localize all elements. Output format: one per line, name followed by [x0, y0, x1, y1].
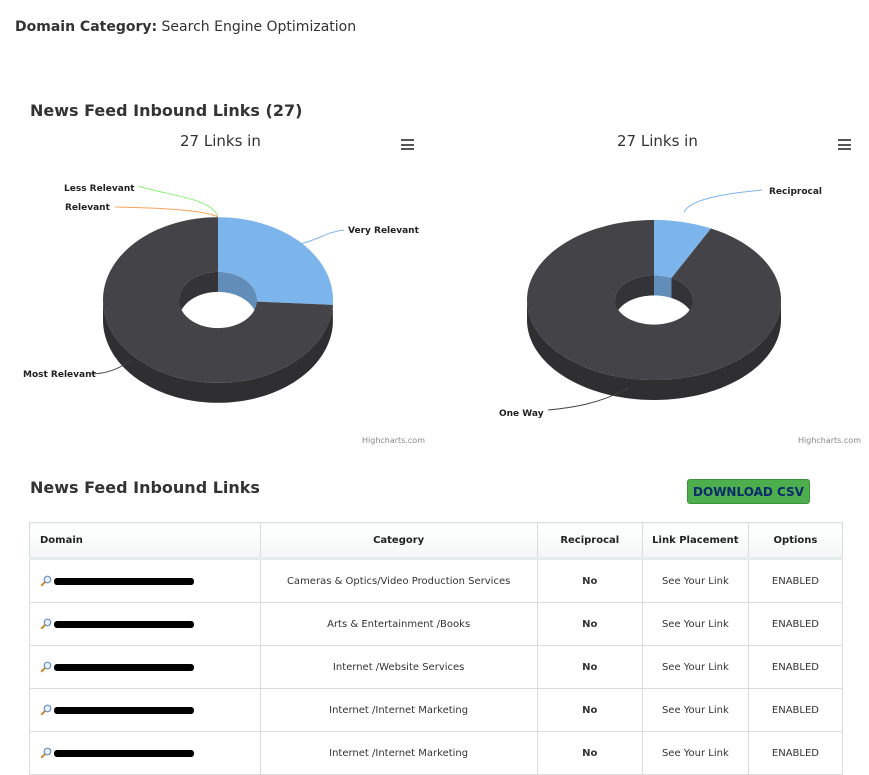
pie-data-label: Reciprocal — [769, 187, 822, 197]
redacted-domain[interactable] — [54, 621, 194, 628]
hamburger-menu-icon[interactable] — [838, 139, 851, 150]
magnifier-icon[interactable] — [40, 704, 52, 716]
pie-label-connector — [138, 186, 218, 217]
domain-cell — [30, 559, 261, 603]
pie-data-label: Most Relevant — [23, 370, 97, 380]
column-header-domain[interactable]: Domain — [30, 523, 261, 559]
table-title: News Feed Inbound Links — [30, 478, 260, 497]
column-header-category[interactable]: Category — [260, 523, 537, 559]
pie-label-connector — [300, 230, 344, 244]
table-row: Cameras & Optics/Video Production Servic… — [30, 559, 843, 603]
pie-label-connector — [115, 207, 218, 217]
category-cell: Internet /Internet Marketing — [260, 732, 537, 775]
category-cell: Internet /Website Services — [260, 646, 537, 689]
reciprocal-cell: No — [537, 732, 642, 775]
redacted-domain[interactable] — [54, 707, 194, 714]
domain-category-value: Search Engine Optimization — [162, 19, 357, 35]
inbound-links-table: Domain Category Reciprocal Link Placemen… — [29, 522, 843, 775]
redacted-domain[interactable] — [54, 750, 194, 757]
magnifier-icon[interactable] — [40, 747, 52, 759]
domain-cell — [30, 689, 261, 732]
left-chart-title: 27 Links in — [180, 132, 261, 150]
option-status[interactable]: ENABLED — [748, 689, 842, 732]
reciprocal-cell: No — [537, 646, 642, 689]
see-your-link[interactable]: See Your Link — [642, 603, 748, 646]
magnifier-icon[interactable] — [40, 575, 52, 587]
magnifier-icon[interactable] — [40, 661, 52, 673]
domain-cell — [30, 603, 261, 646]
see-your-link[interactable]: See Your Link — [642, 559, 748, 603]
inbound-links-title: News Feed Inbound Links (27) — [30, 101, 302, 120]
column-header-options[interactable]: Options — [748, 523, 842, 559]
reciprocal-cell: No — [537, 559, 642, 603]
pie-slice-inner-wall — [654, 275, 672, 298]
category-cell: Internet /Internet Marketing — [260, 689, 537, 732]
domain-category: Domain Category: Search Engine Optimizat… — [15, 19, 356, 35]
pie-data-label: One Way — [499, 409, 544, 419]
right-pie-chart: Reciprocal One Way — [440, 150, 869, 440]
redacted-domain[interactable] — [54, 578, 194, 585]
category-cell: Arts & Entertainment /Books — [260, 603, 537, 646]
see-your-link[interactable]: See Your Link — [642, 689, 748, 732]
reciprocal-cell: No — [537, 603, 642, 646]
column-header-reciprocal[interactable]: Reciprocal — [537, 523, 642, 559]
reciprocal-cell: No — [537, 689, 642, 732]
see-your-link[interactable]: See Your Link — [642, 732, 748, 775]
category-cell: Cameras & Optics/Video Production Servic… — [260, 559, 537, 603]
hamburger-menu-icon[interactable] — [401, 139, 414, 150]
pie-label-connector — [684, 190, 762, 212]
pie-data-label: Very Relevant — [348, 226, 420, 236]
download-csv-button[interactable]: DOWNLOAD CSV — [687, 479, 810, 504]
option-status[interactable]: ENABLED — [748, 603, 842, 646]
right-chart-title: 27 Links in — [617, 132, 698, 150]
left-chart-credit[interactable]: Highcharts.com — [362, 436, 425, 445]
right-chart-credit[interactable]: Highcharts.com — [798, 436, 861, 445]
pie-data-label: Less Relevant — [64, 184, 135, 194]
left-pie-chart: Very Relevant Less Relevant Relevant Most R… — [0, 150, 440, 440]
table-header-row: Domain Category Reciprocal Link Placemen… — [30, 523, 843, 559]
pie-data-label: Relevant — [65, 203, 111, 213]
domain-category-label: Domain Category: — [15, 19, 157, 35]
option-status[interactable]: ENABLED — [748, 732, 842, 775]
redacted-domain[interactable] — [54, 664, 194, 671]
column-header-link-placement[interactable]: Link Placement — [642, 523, 748, 559]
domain-cell — [30, 732, 261, 775]
domain-cell — [30, 646, 261, 689]
see-your-link[interactable]: See Your Link — [642, 646, 748, 689]
option-status[interactable]: ENABLED — [748, 646, 842, 689]
option-status[interactable]: ENABLED — [748, 559, 842, 603]
magnifier-icon[interactable] — [40, 618, 52, 630]
